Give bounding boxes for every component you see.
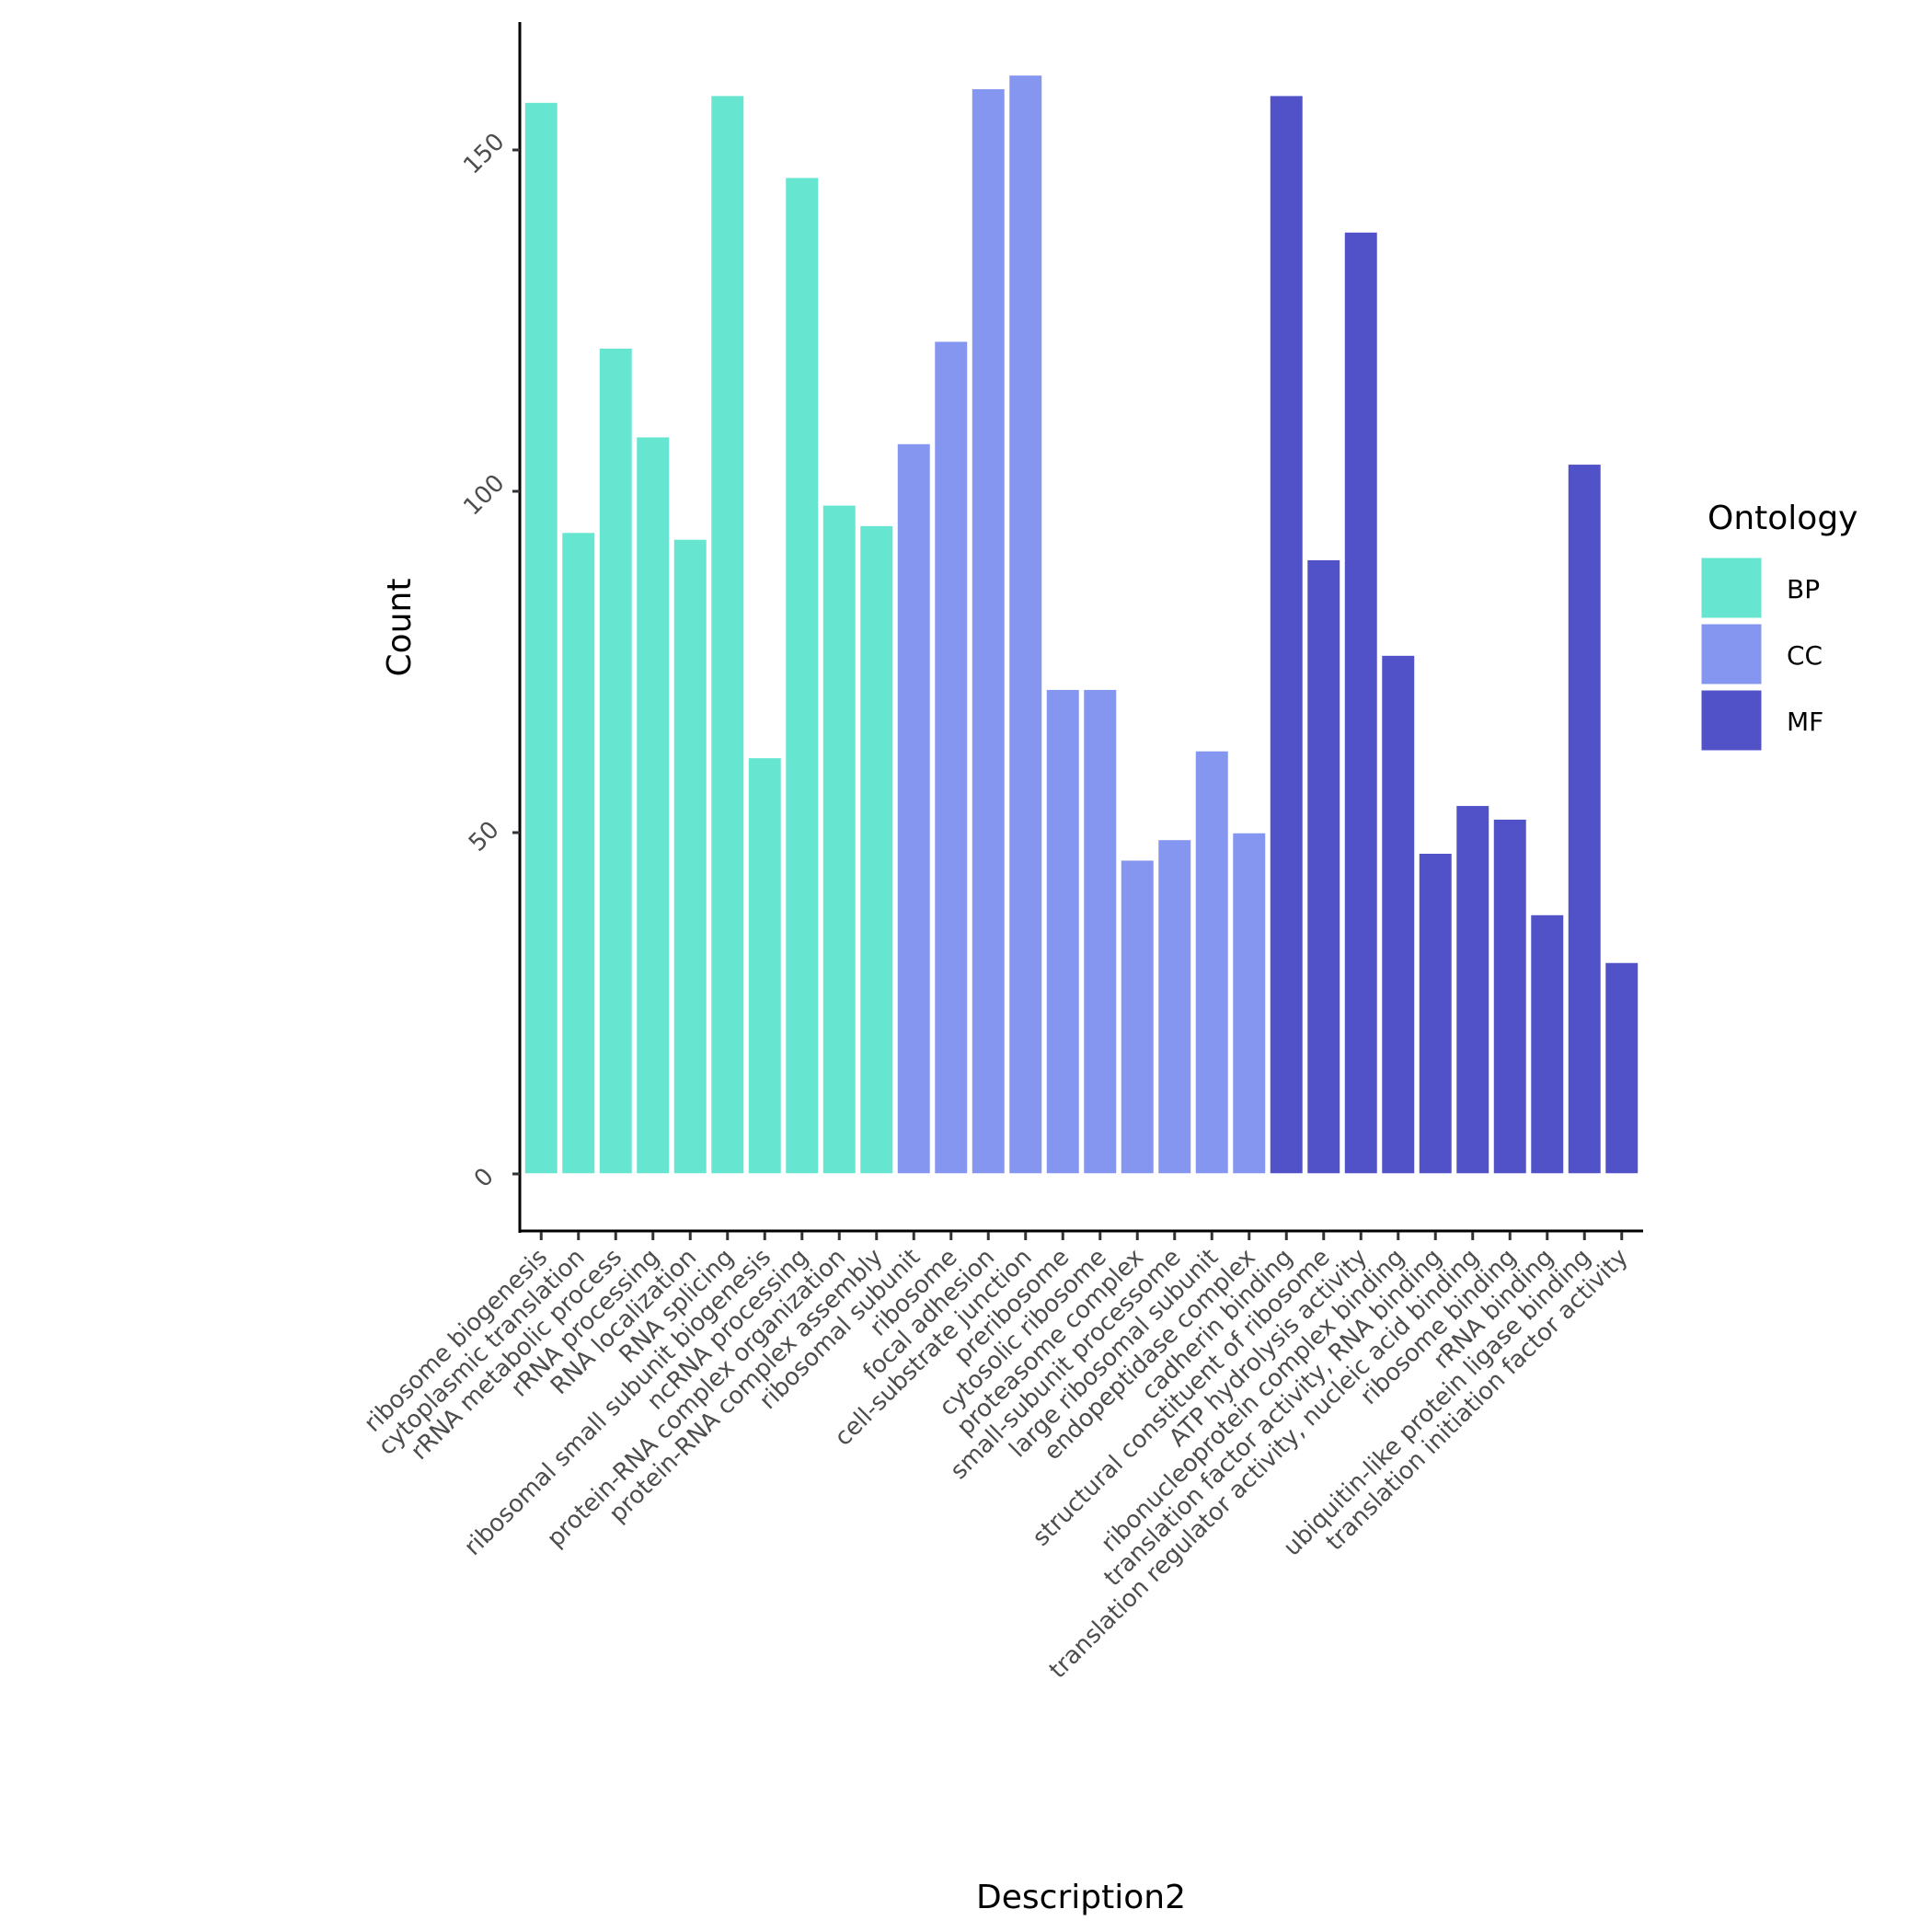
bar-rna-localization xyxy=(673,538,708,1175)
bar-ribosomal-small-subunit-biogenesis xyxy=(747,756,783,1175)
bar-cell-substrate-junction xyxy=(1007,74,1043,1175)
legend-title: Ontology xyxy=(1708,500,1857,537)
bar-ribosome xyxy=(933,340,969,1175)
bar-protein-rna-complex-assembly xyxy=(858,524,894,1175)
bar-endopeptidase-complex xyxy=(1231,832,1267,1175)
x-axis-title: Description2 xyxy=(976,1879,1186,1916)
legend-swatch-mf xyxy=(1700,689,1763,752)
bar-rrna-binding xyxy=(1529,914,1565,1175)
bar-cadherin-binding xyxy=(1269,94,1305,1175)
bar-small-subunit-processome xyxy=(1156,838,1192,1175)
legend-label-mf: MF xyxy=(1787,707,1823,737)
bar-ribosome-biogenesis xyxy=(523,101,559,1175)
legend-label-cc: CC xyxy=(1787,640,1823,671)
bar-cytoplasmic-translation xyxy=(560,531,596,1175)
bar-translation-factor-activity-rna-binding xyxy=(1418,852,1454,1175)
bar-structural-constituent-of-ribosome xyxy=(1305,558,1341,1175)
bar-ribosomal-subunit xyxy=(896,443,932,1175)
bar-translation-regulator-activity-nucleic-acid-binding xyxy=(1455,804,1490,1175)
legend-swatch-cc xyxy=(1700,623,1763,685)
y-ticks-layer: 0 50 100 150 xyxy=(458,128,520,1193)
bar-rrna-metabolic-process xyxy=(598,347,634,1175)
legend-swatch-bp xyxy=(1700,557,1763,619)
y-tick-label: 150 xyxy=(458,128,510,179)
bar-preribosome xyxy=(1045,688,1081,1175)
y-tick-label: 0 xyxy=(469,1163,500,1193)
bar-proteasome-complex xyxy=(1120,858,1156,1175)
bars-layer xyxy=(523,74,1639,1175)
bar-cytosolic-ribosome xyxy=(1082,688,1118,1175)
y-axis-title: Count xyxy=(381,579,419,677)
bar-ribonucleoprotein-complex-binding xyxy=(1380,654,1416,1175)
bar-ribosome-binding xyxy=(1492,818,1528,1175)
bar-protein-rna-complex-organization xyxy=(822,504,857,1175)
bar-ncrna-processing xyxy=(784,176,820,1175)
legend-label-bp: BP xyxy=(1787,574,1820,604)
y-tick-label: 100 xyxy=(458,469,510,521)
y-tick-label: 50 xyxy=(464,816,505,857)
bar-ubiquitin-like-protein-ligase-binding xyxy=(1567,463,1603,1175)
bar-translation-initiation-factor-activity xyxy=(1604,961,1639,1175)
legend: Ontology BP CC MF xyxy=(1700,500,1857,752)
bar-large-ribosomal-subunit xyxy=(1194,750,1230,1175)
bar-rrna-processing xyxy=(635,435,671,1175)
bar-rna-splicing xyxy=(709,94,745,1175)
bar-focal-adhesion xyxy=(971,87,1006,1175)
bar-atp-hydrolysis-activity xyxy=(1343,231,1379,1175)
